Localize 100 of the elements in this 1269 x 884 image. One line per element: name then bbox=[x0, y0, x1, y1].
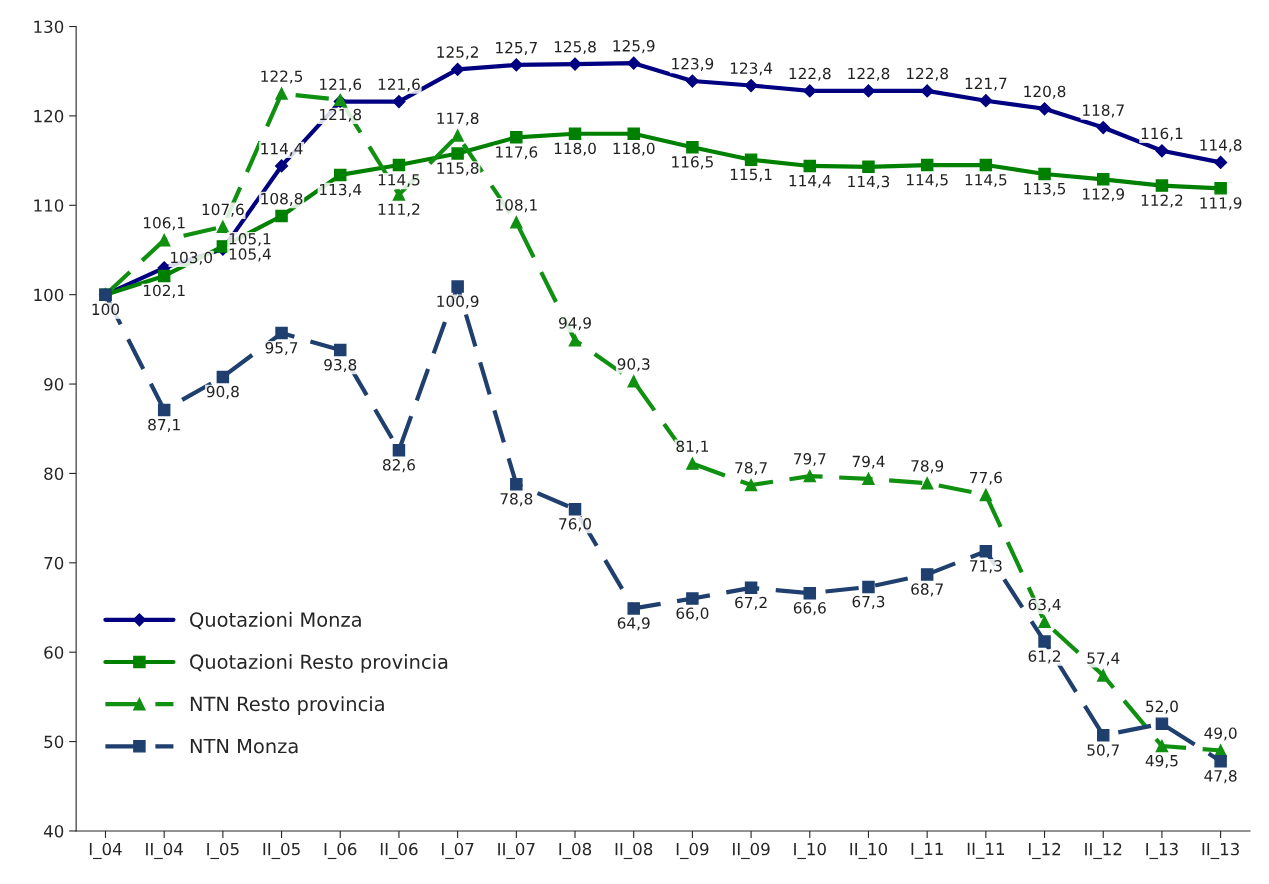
x-tick-label: I_11 bbox=[911, 842, 943, 859]
data-label: 95,7 bbox=[265, 341, 298, 356]
point bbox=[1037, 102, 1052, 116]
point bbox=[744, 581, 758, 595]
data-label: 108,8 bbox=[261, 192, 303, 206]
data-label: 78,8 bbox=[500, 493, 533, 507]
point bbox=[627, 602, 640, 615]
data-label: 47,8 bbox=[1204, 770, 1237, 784]
data-label: 121,6 bbox=[378, 78, 420, 92]
data-label: 122,8 bbox=[906, 67, 948, 81]
data-label: 71,3 bbox=[970, 560, 1002, 574]
data-label: 123,9 bbox=[672, 57, 714, 72]
data-label: 116,1 bbox=[1141, 127, 1183, 141]
point bbox=[1096, 669, 1110, 682]
data-label: 106,1 bbox=[143, 217, 185, 231]
point bbox=[920, 84, 934, 98]
point bbox=[803, 159, 817, 173]
data-label: 113,5 bbox=[1024, 182, 1066, 196]
data-label: 50,7 bbox=[1087, 744, 1119, 758]
x-tick-label: I_08 bbox=[559, 842, 592, 860]
legend-label: NTN Resto provincia bbox=[190, 696, 384, 715]
point bbox=[216, 220, 230, 233]
data-label: 103,0 bbox=[170, 251, 213, 265]
x-tick-label: II_12 bbox=[1085, 842, 1122, 860]
point bbox=[803, 84, 817, 98]
point bbox=[1038, 635, 1051, 648]
data-label: 118,7 bbox=[1083, 104, 1124, 118]
data-label: 114,3 bbox=[848, 175, 890, 189]
point bbox=[862, 580, 875, 594]
data-label: 112,2 bbox=[1141, 194, 1183, 208]
point bbox=[685, 74, 699, 88]
x-tick-label: I_13 bbox=[1146, 842, 1178, 860]
point bbox=[275, 209, 288, 223]
point bbox=[979, 488, 993, 502]
point bbox=[275, 87, 288, 100]
data-label: 68,7 bbox=[911, 583, 943, 597]
data-label: 115,1 bbox=[730, 168, 772, 182]
data-label: 121,6 bbox=[320, 78, 362, 92]
point bbox=[451, 147, 464, 160]
point bbox=[157, 269, 171, 283]
data-label: 115,8 bbox=[437, 162, 479, 176]
point bbox=[744, 478, 758, 492]
point bbox=[920, 477, 934, 490]
x-tick-label: II_08 bbox=[615, 842, 653, 860]
x-tick-label: I_04 bbox=[89, 842, 122, 860]
point bbox=[1155, 144, 1169, 158]
point bbox=[568, 502, 582, 516]
y-tick-label: 70 bbox=[44, 556, 64, 570]
point bbox=[1214, 155, 1228, 169]
data-label: 64,9 bbox=[617, 617, 650, 631]
data-label: 111,9 bbox=[1200, 197, 1242, 211]
data-label: 105,4 bbox=[229, 248, 271, 262]
point bbox=[216, 370, 230, 384]
data-label: 78,9 bbox=[911, 460, 944, 474]
point bbox=[1038, 615, 1051, 629]
data-label: 117,8 bbox=[437, 112, 479, 126]
data-label: 100 bbox=[92, 303, 120, 316]
data-label: 117,6 bbox=[496, 146, 538, 160]
data-label: 87,1 bbox=[148, 418, 180, 432]
data-label: 125,7 bbox=[496, 41, 537, 55]
data-label: 61,2 bbox=[1028, 650, 1061, 664]
x-tick-label: II_05 bbox=[263, 842, 300, 860]
x-tick-label: I_07 bbox=[442, 842, 474, 860]
point bbox=[979, 544, 993, 558]
data-label: 112,9 bbox=[1083, 188, 1125, 202]
data-label: 121,8 bbox=[320, 108, 362, 122]
point bbox=[1214, 754, 1227, 768]
data-label: 79,4 bbox=[852, 455, 885, 469]
point bbox=[157, 233, 171, 247]
legend-label: Quotazioni Resto provincia bbox=[190, 654, 448, 673]
data-label: 125,9 bbox=[613, 40, 655, 54]
y-tick-label: 40 bbox=[43, 824, 64, 838]
x-tick-label: II_09 bbox=[733, 842, 770, 860]
x-tick-label: II_07 bbox=[498, 842, 535, 860]
point bbox=[686, 140, 699, 154]
point bbox=[920, 158, 934, 172]
point bbox=[333, 343, 347, 357]
data-label: 113,4 bbox=[320, 183, 362, 197]
data-label: 105,1 bbox=[229, 232, 271, 247]
point bbox=[744, 153, 758, 166]
data-label: 79,7 bbox=[794, 452, 826, 467]
data-label: 114,5 bbox=[378, 174, 420, 188]
data-label: 76,0 bbox=[559, 518, 592, 532]
data-label: 77,6 bbox=[970, 471, 1002, 485]
data-label: 66,6 bbox=[793, 602, 826, 616]
point bbox=[862, 160, 875, 174]
point bbox=[392, 158, 406, 172]
y-tick-label: 80 bbox=[44, 467, 64, 480]
data-label: 100,9 bbox=[437, 295, 479, 309]
x-tick-label: II_11 bbox=[967, 842, 1004, 859]
data-label: 67,2 bbox=[735, 596, 767, 610]
data-label: 108,1 bbox=[496, 199, 537, 213]
point bbox=[568, 127, 582, 141]
point bbox=[392, 188, 406, 201]
y-tick-label: 90 bbox=[44, 378, 64, 391]
data-label: 90,3 bbox=[617, 358, 650, 372]
data-label: 114,4 bbox=[789, 175, 831, 188]
data-label: 122,8 bbox=[789, 67, 831, 81]
point bbox=[920, 568, 934, 581]
point bbox=[392, 95, 406, 109]
